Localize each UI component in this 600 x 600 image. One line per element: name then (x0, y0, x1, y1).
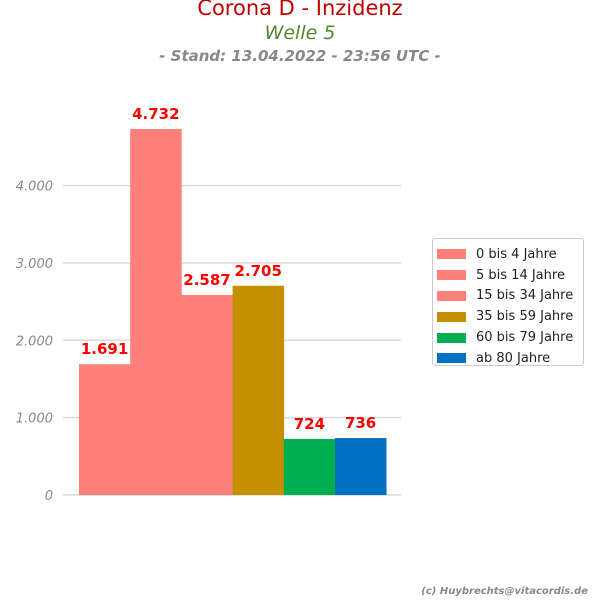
legend-item: 15 bis 34 Jahre (437, 286, 583, 307)
bar-value-label: 2.705 (234, 262, 281, 280)
chart-subtitle: Welle 5 (264, 22, 336, 44)
legend-label: 5 bis 14 Jahre (476, 267, 565, 283)
legend-label: 0 bis 4 Jahre (476, 246, 557, 262)
y-tick-label: 4.000 (16, 180, 53, 195)
legend-item: ab 80 Jahre (437, 348, 583, 369)
copyright-credit: (c) Huybrechts@vitacordis.de (421, 586, 588, 597)
legend-swatch (437, 332, 466, 343)
legend-swatch (437, 353, 466, 364)
bar (335, 438, 387, 495)
y-tick-label: 0 (45, 489, 53, 504)
bar (181, 294, 233, 495)
legend-item: 60 bis 79 Jahre (437, 327, 583, 348)
legend-swatch (437, 270, 466, 281)
legend-label: ab 80 Jahre (476, 350, 551, 366)
bar (130, 129, 182, 495)
bar-value-label: 736 (345, 414, 376, 432)
chart-timestamp: - Stand: 13.04.2022 - 23:56 UTC - (159, 47, 441, 65)
legend-swatch (437, 311, 466, 322)
bar-value-label: 724 (294, 415, 325, 433)
legend-item: 0 bis 4 Jahre (437, 244, 583, 265)
legend-label: 60 bis 79 Jahre (476, 330, 574, 346)
y-tick-label: 2.000 (16, 334, 53, 349)
legend-label: 35 bis 59 Jahre (476, 309, 574, 325)
legend-swatch (437, 249, 466, 260)
chart-title: Corona D - Inzidenz (197, 0, 403, 20)
bar-value-label: 1.691 (81, 340, 128, 358)
legend-label: 15 bis 34 Jahre (476, 288, 574, 304)
legend-item: 35 bis 59 Jahre (437, 306, 583, 327)
bar-value-label: 4.732 (132, 105, 179, 123)
bar (232, 285, 285, 495)
y-tick-label: 1.000 (16, 412, 53, 427)
legend-swatch (437, 290, 466, 301)
chart-legend: 0 bis 4 Jahre 5 bis 14 Jahre 15 bis 34 J… (432, 238, 584, 366)
bar (283, 439, 336, 495)
legend-item: 5 bis 14 Jahre (437, 265, 583, 286)
bar (79, 364, 131, 495)
bar-value-label: 2.587 (183, 271, 230, 289)
y-tick-label: 3.000 (16, 257, 53, 272)
